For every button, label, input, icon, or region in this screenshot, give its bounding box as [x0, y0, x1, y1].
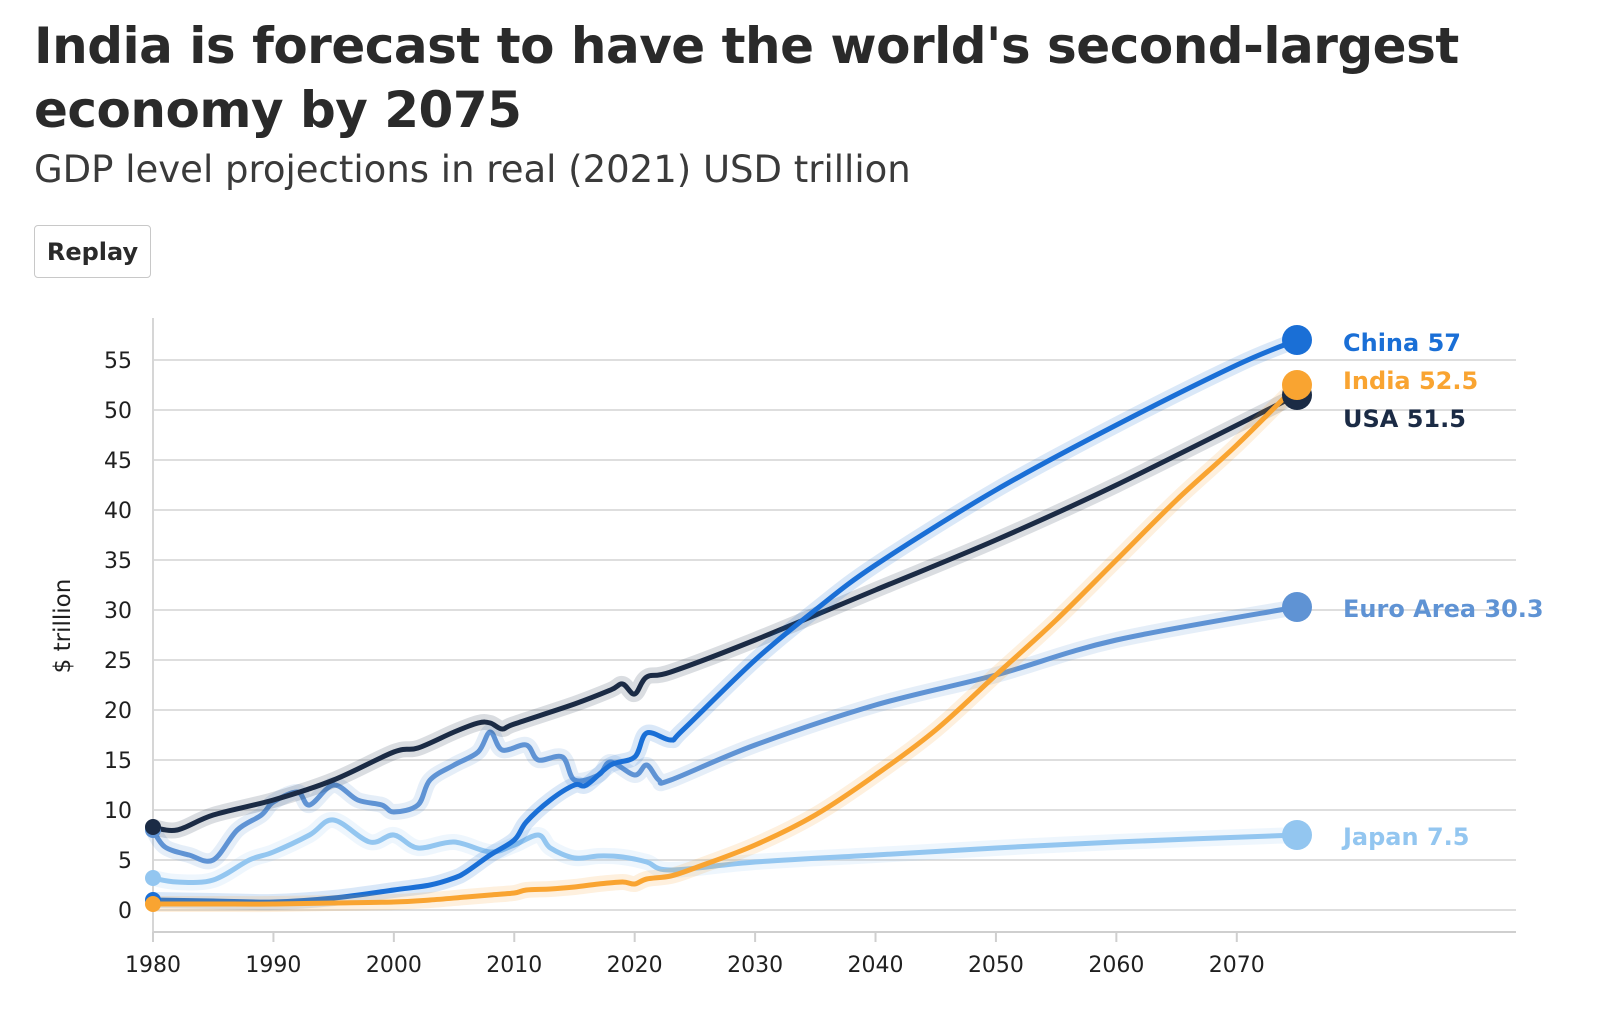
- india-line: [150, 382, 1300, 907]
- y-tick-label: 20: [104, 699, 132, 724]
- india-end-label: India 52.5: [1343, 367, 1478, 395]
- x-tick-label: 1990: [245, 953, 301, 978]
- india-start-point: [145, 896, 161, 912]
- chart-subtitle: GDP level projections in real (2021) USD…: [34, 148, 911, 191]
- japan-end-label: Japan 7.5: [1341, 823, 1469, 851]
- x-tick-label: 2030: [727, 953, 783, 978]
- y-tick-label: 25: [104, 649, 132, 674]
- x-tick-label: 1980: [125, 953, 181, 978]
- y-tick-label: 30: [104, 599, 132, 624]
- china-end-point: [1282, 325, 1312, 355]
- japan-line: [150, 817, 1300, 885]
- y-tick-label: 45: [104, 449, 132, 474]
- japan-end-point: [1282, 820, 1312, 850]
- japan-start-point: [145, 870, 161, 886]
- y-axis-ticks: 0 5 10 15 20 25 30 35 40 45 50 55: [104, 349, 132, 924]
- series-lines: [145, 332, 1305, 913]
- y-tick-label: 0: [118, 899, 132, 924]
- x-tick-label: 2040: [848, 953, 904, 978]
- usa-start-point: [145, 819, 161, 835]
- y-tick-label: 10: [104, 799, 132, 824]
- y-axis-label: $ trillion: [50, 579, 76, 674]
- y-tick-label: 50: [104, 399, 132, 424]
- x-tick-label: 2050: [968, 953, 1024, 978]
- usa-line: [150, 392, 1300, 833]
- x-tick-label: 2010: [486, 953, 542, 978]
- y-tick-label: 55: [104, 349, 132, 374]
- x-tick-label: 2070: [1209, 953, 1265, 978]
- replay-button[interactable]: Replay: [34, 225, 151, 278]
- series-end-labels: Japan 7.5 Euro Area 30.3 USA 51.5 China 57 I…: [1341, 329, 1544, 851]
- x-tick-label: 2000: [366, 953, 422, 978]
- y-tick-label: 15: [104, 749, 132, 774]
- china-end-label: China 57: [1343, 329, 1461, 357]
- usa-end-label: USA 51.5: [1343, 405, 1466, 433]
- x-tick-label: 2020: [607, 953, 663, 978]
- y-tick-label: 35: [104, 549, 132, 574]
- china-line: [150, 337, 1300, 905]
- x-tick-label: 2060: [1088, 953, 1144, 978]
- x-axis-ticks: 1980 1990 2000 2010 2020 2030 2040 2050 2060 2070: [125, 932, 1265, 978]
- euro-area-end-label: Euro Area 30.3: [1343, 595, 1544, 623]
- series-endpoints: [145, 325, 1312, 912]
- euro-area-end-point: [1282, 592, 1312, 622]
- y-tick-label: 5: [118, 849, 132, 874]
- chart-title: India is forecast to have the world's se…: [34, 17, 1459, 139]
- y-tick-label: 40: [104, 499, 132, 524]
- india-end-point: [1282, 370, 1312, 400]
